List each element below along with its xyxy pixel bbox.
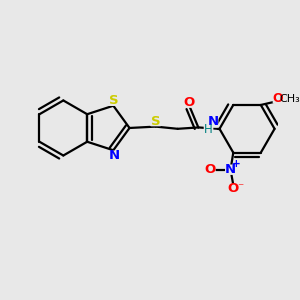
FancyBboxPatch shape: [208, 118, 218, 128]
FancyBboxPatch shape: [273, 94, 283, 104]
FancyBboxPatch shape: [108, 95, 119, 106]
Text: N: N: [208, 116, 219, 128]
Text: S: S: [151, 115, 160, 128]
Text: N: N: [109, 149, 120, 162]
FancyBboxPatch shape: [225, 164, 236, 175]
FancyBboxPatch shape: [183, 98, 194, 108]
Text: O: O: [228, 182, 239, 196]
FancyBboxPatch shape: [228, 184, 241, 194]
FancyBboxPatch shape: [204, 124, 213, 134]
Text: N: N: [225, 163, 236, 176]
FancyBboxPatch shape: [281, 94, 298, 104]
Text: S: S: [109, 94, 118, 107]
Text: CH₃: CH₃: [279, 94, 300, 104]
Text: O: O: [183, 96, 194, 109]
FancyBboxPatch shape: [150, 116, 161, 126]
Text: O: O: [205, 163, 216, 176]
Text: ⁻: ⁻: [237, 181, 243, 194]
Text: O: O: [273, 92, 283, 105]
Text: +: +: [232, 159, 241, 169]
FancyBboxPatch shape: [205, 164, 216, 175]
FancyBboxPatch shape: [109, 151, 120, 161]
Text: H: H: [204, 123, 213, 136]
